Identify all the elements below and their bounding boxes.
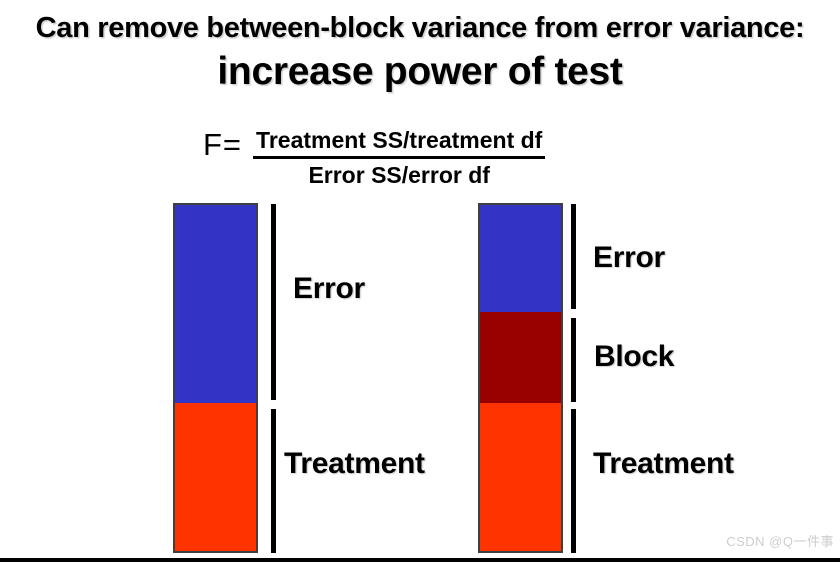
label-left-treatment: Treatment (284, 447, 425, 480)
stacked-bar-without-blocking (173, 203, 258, 553)
formula-lhs: F= (203, 127, 243, 162)
stacked-bar-with-blocking (478, 203, 563, 553)
formula-numerator: Treatment SS/treatment df (253, 126, 546, 159)
bar-segment-treatment (175, 402, 256, 551)
formula-denominator: Error SS/error df (308, 162, 490, 188)
bar-segment-error (480, 205, 561, 312)
bracket-left-error (271, 204, 276, 400)
label-left-error: Error (293, 272, 365, 305)
bar-segment-error (175, 205, 256, 403)
label-right-treatment: Treatment (593, 447, 734, 480)
label-right-error: Error (593, 241, 665, 274)
formula-fraction: Treatment SS/treatment df Error SS/error… (253, 126, 546, 188)
f-ratio-formula: F= Treatment SS/treatment df Error SS/er… (203, 126, 546, 188)
bracket-left-treatment (271, 409, 276, 553)
bar-segment-block (480, 311, 561, 403)
bracket-right-error (571, 204, 576, 309)
label-right-block: Block (594, 340, 675, 373)
bar-segment-treatment (480, 402, 561, 551)
bottom-divider-line (0, 558, 840, 562)
csdn-watermark: CSDN @Q一件事 (726, 534, 834, 549)
bracket-right-treatment (571, 409, 576, 553)
slide-title-line2: increase power of test (217, 50, 623, 93)
bracket-right-block (571, 318, 576, 402)
slide-title-line1: Can remove between-block variance from e… (35, 12, 805, 44)
